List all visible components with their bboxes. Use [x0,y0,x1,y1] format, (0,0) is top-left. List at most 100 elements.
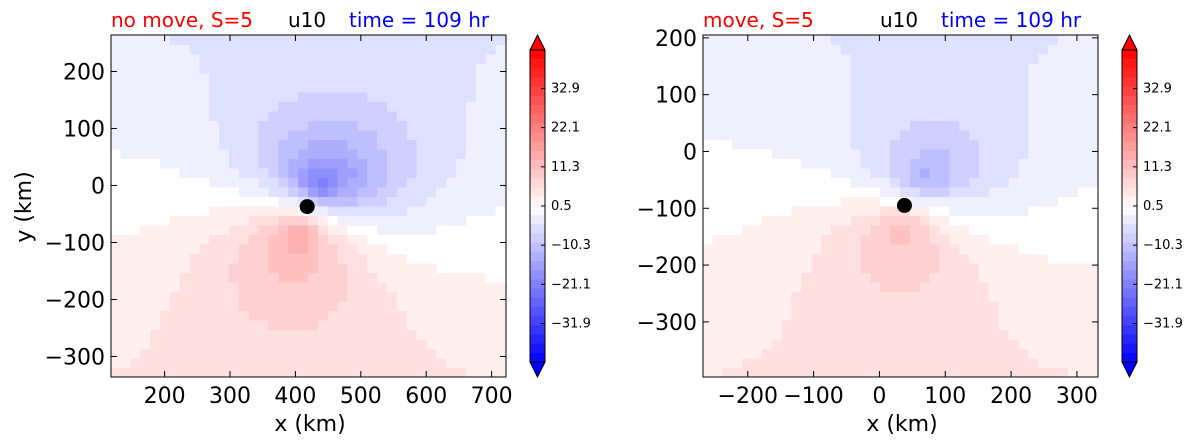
field-cell [771,110,783,121]
field-cell [791,148,803,159]
field-cell [1018,186,1030,197]
field-cell [179,291,191,302]
field-cell [475,101,487,112]
field-cell [791,215,803,226]
colorbar-segment [1122,343,1137,354]
field-cell [238,101,250,112]
field-cell [1077,139,1089,150]
field-cell [111,186,122,197]
field-cell [377,310,388,321]
field-cell [495,186,506,197]
field-cell [179,348,191,359]
field-cell [248,148,260,159]
field-cell [1028,300,1040,311]
field-cell [761,367,773,377]
field-cell [919,338,931,349]
field-cell [456,167,467,178]
field-cell [475,310,487,321]
field-cell [1048,205,1059,216]
field-cell [140,262,151,273]
field-cell [416,186,428,197]
field-cell [308,186,319,197]
field-cell [199,139,211,150]
field-cell [485,205,497,216]
field-cell [1018,215,1030,226]
field-cell [900,44,911,55]
field-cell [1087,300,1098,311]
field-cell [396,120,408,131]
field-cell [840,310,852,321]
field-cell [416,129,428,140]
field-cell [742,272,753,283]
field-cell [456,348,467,359]
field-cell [466,272,477,283]
field-cell [988,44,1000,55]
field-cell [416,234,428,245]
field-cell [969,281,980,292]
field-cell [761,310,773,321]
field-cell [308,234,319,245]
field-cell [1067,110,1079,121]
field-cell [909,338,921,349]
field-cell [722,243,734,254]
field-cell [1028,243,1040,254]
field-cell [298,291,309,302]
field-cell [1087,224,1098,235]
field-cell [169,53,181,64]
field-cell [317,186,329,197]
field-cell [199,148,211,159]
field-cell [722,101,734,112]
field-cell [791,253,803,264]
colorbar-segment [1122,261,1137,271]
field-cell [466,72,477,83]
field-cell [209,82,221,93]
field-cell [278,167,290,178]
field-cell [801,196,813,207]
field-cell [199,129,211,140]
field-cell [169,158,181,169]
field-cell [248,167,260,178]
field-cell [781,357,793,368]
field-cell [949,53,961,64]
field-cell [732,158,743,169]
field-cell [742,158,753,169]
field-cell [1018,367,1030,377]
field-cell [712,186,724,197]
field-cell [811,253,822,264]
field-cell [278,234,290,245]
field-cell [436,177,448,188]
field-cell [929,357,941,368]
field-cell [209,120,221,131]
field-cell [130,129,142,140]
field-cell [890,300,901,311]
field-cell [387,177,398,188]
field-cell [1077,357,1089,368]
field-cell [456,243,467,254]
field-cell [475,158,487,169]
field-cell [495,281,506,292]
field-cell [377,167,388,178]
field-cell [860,177,872,188]
field-cell [495,167,506,178]
field-cell [830,357,842,368]
field-cell [801,186,813,197]
field-cell [446,91,458,102]
field-cell [248,329,260,340]
field-cell [1008,272,1020,283]
field-cell [169,186,181,197]
field-cell [416,205,428,216]
field-cell [890,205,901,216]
field-cell [406,110,418,121]
field-cell [229,357,240,368]
field-cell [130,253,142,264]
field-cell [179,281,191,292]
field-cell [357,177,369,188]
field-cell [850,205,862,216]
field-cell [988,110,1000,121]
field-cell [1058,120,1069,131]
field-cell [436,291,448,302]
field-cell [890,167,901,178]
field-cell [436,196,448,207]
field-cell [1067,329,1079,340]
field-cell [347,44,359,55]
